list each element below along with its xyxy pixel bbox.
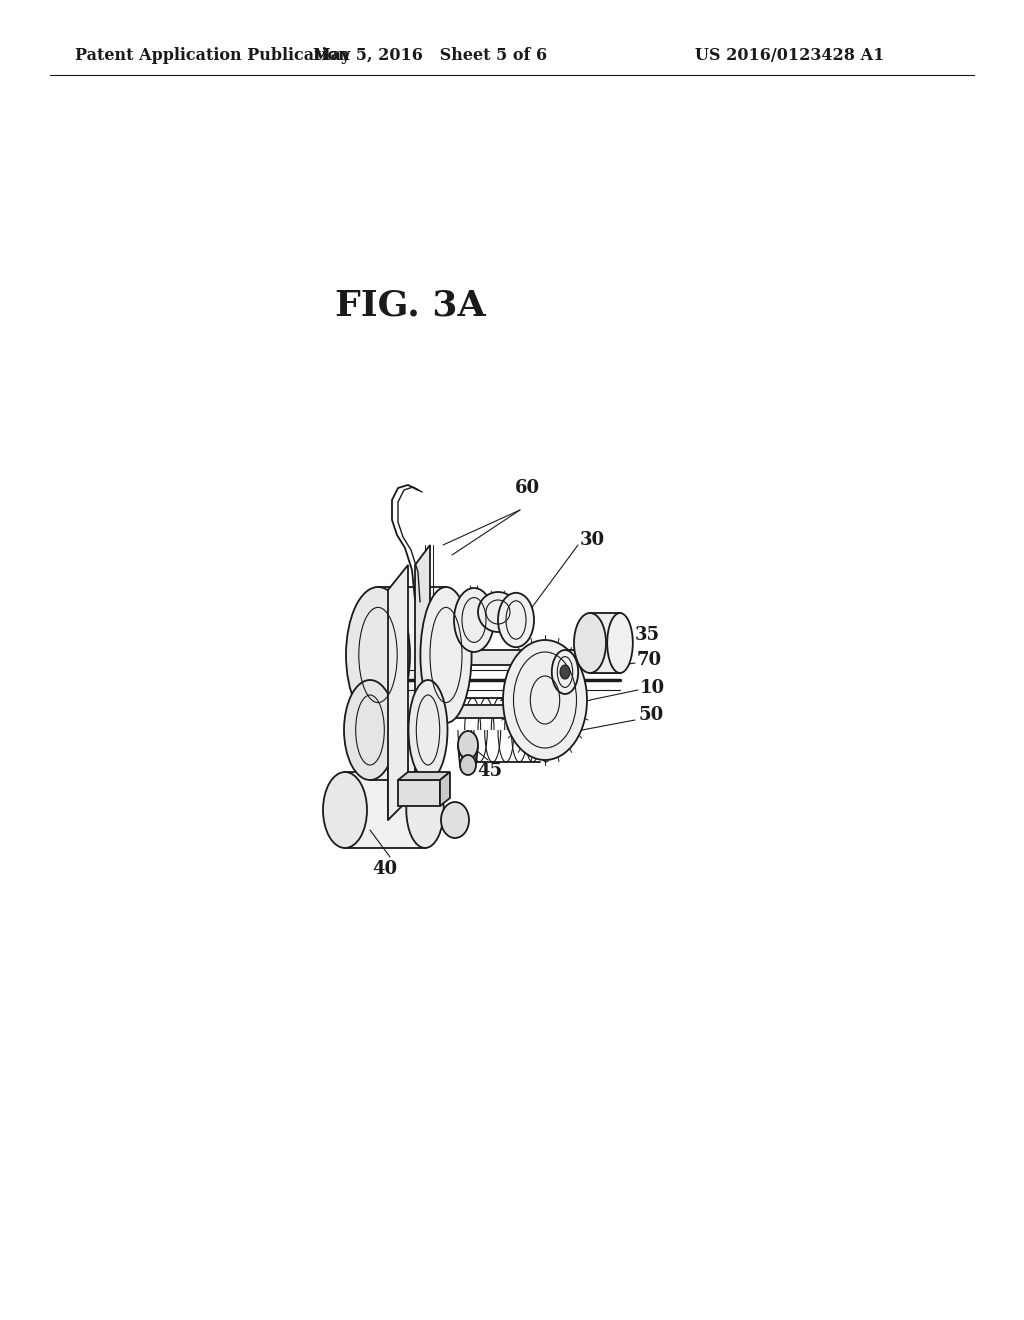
Polygon shape — [378, 587, 446, 723]
Ellipse shape — [421, 587, 472, 723]
Polygon shape — [415, 545, 430, 800]
Ellipse shape — [560, 665, 570, 678]
Polygon shape — [430, 705, 580, 718]
Ellipse shape — [498, 593, 534, 647]
Polygon shape — [590, 612, 620, 673]
Polygon shape — [345, 772, 425, 847]
Ellipse shape — [407, 772, 443, 847]
Text: 30: 30 — [580, 531, 605, 549]
Polygon shape — [398, 772, 450, 780]
Ellipse shape — [409, 680, 447, 780]
Text: Patent Application Publication: Patent Application Publication — [75, 46, 350, 63]
Ellipse shape — [503, 640, 587, 760]
Text: 45: 45 — [477, 762, 503, 780]
Text: 40: 40 — [373, 861, 397, 878]
Ellipse shape — [607, 612, 633, 673]
Ellipse shape — [574, 612, 606, 673]
Text: May 5, 2016   Sheet 5 of 6: May 5, 2016 Sheet 5 of 6 — [313, 46, 547, 63]
Polygon shape — [388, 565, 408, 820]
Polygon shape — [398, 780, 440, 807]
Ellipse shape — [454, 587, 494, 652]
Ellipse shape — [344, 680, 396, 780]
Ellipse shape — [346, 587, 410, 723]
Polygon shape — [430, 649, 580, 665]
Text: 50: 50 — [638, 706, 664, 723]
Ellipse shape — [552, 649, 579, 694]
Ellipse shape — [460, 755, 476, 775]
Ellipse shape — [478, 591, 518, 632]
Polygon shape — [440, 772, 450, 807]
Text: 60: 60 — [514, 479, 540, 498]
Ellipse shape — [458, 731, 478, 759]
Text: 35: 35 — [635, 626, 660, 644]
Text: 10: 10 — [640, 678, 666, 697]
Ellipse shape — [441, 803, 469, 838]
Ellipse shape — [323, 772, 367, 847]
Polygon shape — [370, 680, 428, 780]
Text: FIG. 3A: FIG. 3A — [335, 288, 485, 322]
Text: 70: 70 — [637, 651, 663, 669]
Text: US 2016/0123428 A1: US 2016/0123428 A1 — [695, 46, 885, 63]
